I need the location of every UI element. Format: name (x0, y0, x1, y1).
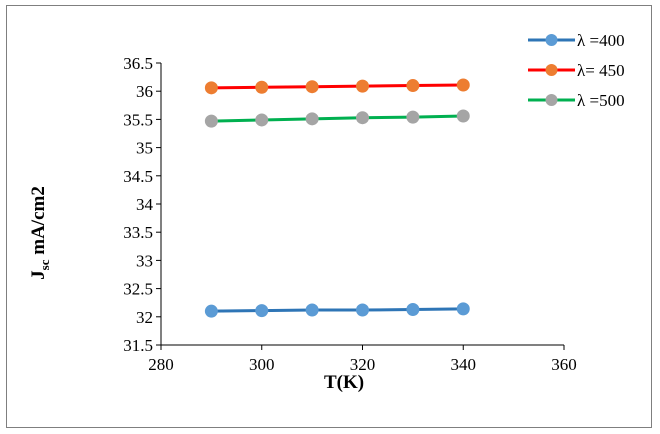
y-axis-title-subscript: sc (37, 259, 52, 270)
data-point (356, 111, 369, 125)
y-tick-label: 33.5 (123, 223, 153, 242)
plot-area (204, 78, 470, 318)
data-point (406, 79, 420, 93)
x-tick-label: 340 (451, 355, 477, 374)
legend-label-2: λ= 450 (577, 61, 625, 80)
x-tick-label: 280 (148, 355, 174, 374)
legend-label-3: λ =500 (577, 91, 625, 110)
y-axis-title-main: J (28, 270, 49, 280)
data-point (356, 303, 369, 317)
y-axis-title-units: mA/cm2 (28, 186, 49, 259)
data-point (204, 81, 218, 95)
legend: λ =400 λ= 450 λ =500 (528, 31, 625, 110)
series-line-2 (211, 83, 464, 90)
data-point (456, 109, 470, 123)
y-tick-label: 34 (136, 195, 154, 214)
data-point (406, 110, 420, 124)
y-tick-label: 35 (136, 139, 153, 158)
data-point (356, 79, 369, 93)
x-tick-label: 360 (551, 355, 577, 374)
x-axis-title: T(K) (324, 372, 364, 393)
axes: 31.5 32 32.5 33 33.5 34 34.5 35 35.5 36 36.5 280 300… (123, 54, 577, 374)
y-tick-label: 36 (136, 82, 153, 101)
legend-marker-3 (545, 94, 558, 106)
data-point (204, 114, 218, 128)
x-tick-label: 320 (350, 355, 376, 374)
series-line-1 (211, 307, 464, 313)
y-tick-label: 32 (136, 308, 153, 327)
y-tick-label: 36.5 (123, 54, 153, 73)
series-line-3 (211, 114, 464, 123)
data-point (406, 302, 420, 316)
data-point (255, 80, 269, 94)
y-tick-label: 33 (136, 251, 153, 270)
y-tick-label: 32.5 (123, 280, 153, 299)
y-tick-label: 34.5 (123, 167, 153, 186)
legend-marker-2 (545, 64, 558, 76)
y-tick-label: 35.5 (123, 110, 153, 129)
data-point (255, 304, 269, 318)
legend-marker-1 (545, 34, 558, 46)
legend-label-1: λ =400 (577, 31, 625, 50)
x-tick-label: 300 (249, 355, 275, 374)
chart-frame (6, 5, 652, 428)
y-tick-label: 31.5 (123, 336, 153, 355)
y-axis-title: Jsc mA/cm2 (28, 186, 52, 280)
data-point (255, 113, 269, 127)
data-point (456, 302, 470, 316)
data-point (305, 80, 319, 94)
data-point (456, 78, 470, 92)
data-point (305, 112, 319, 126)
data-point (305, 303, 319, 317)
data-point (204, 304, 218, 318)
